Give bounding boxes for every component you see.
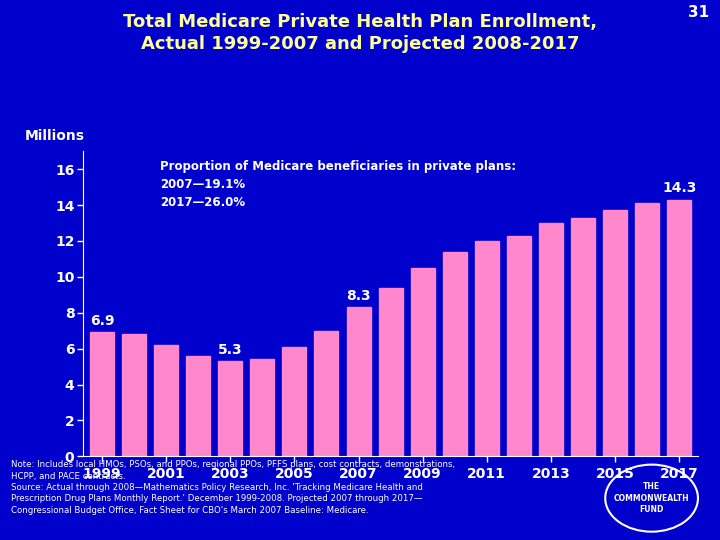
Bar xyxy=(667,200,691,456)
Text: THE
COMMONWEALTH
FUND: THE COMMONWEALTH FUND xyxy=(613,482,690,515)
Bar xyxy=(346,307,371,456)
Bar xyxy=(154,345,178,456)
Bar xyxy=(571,218,595,456)
Bar xyxy=(122,334,146,456)
Bar xyxy=(218,361,243,456)
Text: Note: Includes local HMOs, PSOs, and PPOs, regional PPOs, PFFS plans, cost contr: Note: Includes local HMOs, PSOs, and PPO… xyxy=(11,460,455,515)
Bar xyxy=(315,330,338,456)
Bar xyxy=(474,241,499,456)
Text: 8.3: 8.3 xyxy=(346,289,371,303)
Text: Proportion of Medicare beneficiaries in private plans:
2007—19.1%
2017—26.0%: Proportion of Medicare beneficiaries in … xyxy=(160,160,516,209)
Text: 31: 31 xyxy=(688,5,709,21)
Bar xyxy=(539,223,563,456)
Bar xyxy=(379,288,402,456)
Bar xyxy=(443,252,467,456)
Bar xyxy=(251,360,274,456)
Text: Millions: Millions xyxy=(25,129,85,143)
Bar xyxy=(282,347,307,456)
Text: Total Medicare Private Health Plan Enrollment,
Actual 1999-2007 and Projected 20: Total Medicare Private Health Plan Enrol… xyxy=(123,14,597,53)
Bar xyxy=(507,235,531,456)
Text: 6.9: 6.9 xyxy=(90,314,114,328)
Bar xyxy=(410,268,435,456)
Bar xyxy=(603,211,627,456)
Bar xyxy=(635,203,659,456)
Bar xyxy=(186,356,210,456)
Bar xyxy=(90,333,114,456)
Text: 14.3: 14.3 xyxy=(662,181,696,195)
Text: 5.3: 5.3 xyxy=(218,343,243,357)
